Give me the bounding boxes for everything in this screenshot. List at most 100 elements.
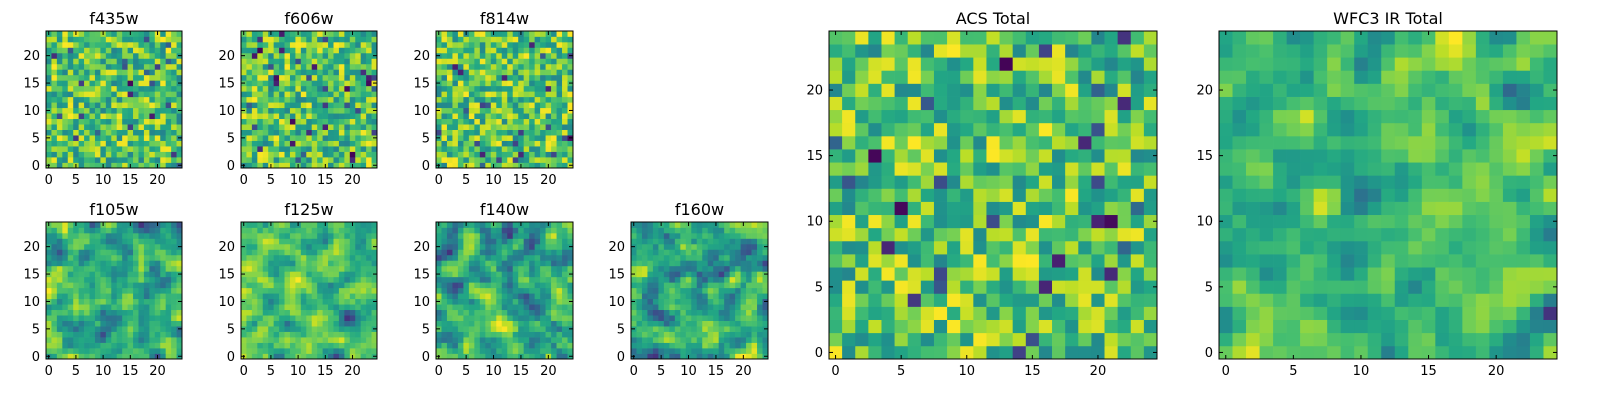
heatmap-cell <box>485 146 491 152</box>
heatmap-cell <box>1039 320 1052 333</box>
heatmap-cell <box>46 141 52 147</box>
heatmap-cell <box>741 260 747 266</box>
heatmap-cell <box>757 288 763 294</box>
heatmap-cell <box>155 108 161 114</box>
heatmap-cell <box>111 354 117 360</box>
heatmap-cell <box>79 255 85 261</box>
heatmap-cell <box>507 304 513 310</box>
heatmap-cell <box>155 227 161 233</box>
heatmap-cell <box>1118 333 1131 346</box>
heatmap-cell <box>350 36 356 42</box>
heatmap-cell <box>257 75 263 81</box>
heatmap-cell <box>669 293 675 299</box>
y-tick-label: 10 <box>218 104 235 119</box>
heatmap-cell <box>68 277 74 283</box>
heatmap-cell <box>507 288 513 294</box>
heatmap-cell <box>491 233 497 239</box>
heatmap-cell <box>257 233 263 239</box>
heatmap-cell <box>138 238 144 244</box>
heatmap-cell <box>350 152 356 158</box>
heatmap-cell <box>752 244 758 250</box>
heatmap-cell <box>361 282 367 288</box>
heatmap-cell <box>680 293 686 299</box>
heatmap-cell <box>507 47 513 53</box>
heatmap-cell <box>57 69 63 75</box>
heatmap-cell <box>557 332 563 338</box>
heatmap-cell <box>535 86 541 92</box>
heatmap-cell <box>295 108 301 114</box>
heatmap-cell <box>252 69 258 75</box>
heatmap-cell <box>361 141 367 147</box>
heatmap-cell <box>160 266 166 272</box>
heatmap-cell <box>546 58 552 64</box>
heatmap-cell <box>144 36 150 42</box>
heatmap-cell <box>675 304 681 310</box>
heatmap-cell <box>562 113 568 119</box>
heatmap-cell <box>100 227 106 233</box>
heatmap-cell <box>51 304 57 310</box>
heatmap-cell <box>463 293 469 299</box>
heatmap-cell <box>436 293 442 299</box>
heatmap-cell <box>290 97 296 103</box>
heatmap-cell <box>122 249 128 255</box>
heatmap-cell <box>79 86 85 92</box>
heatmap-cell <box>149 91 155 97</box>
heatmap-cell <box>1039 202 1052 215</box>
heatmap-cell <box>149 282 155 288</box>
heatmap-cell <box>524 266 530 272</box>
heatmap-cell <box>730 288 736 294</box>
heatmap-cell <box>491 80 497 86</box>
heatmap-cell <box>636 310 642 316</box>
heatmap-cell <box>540 146 546 152</box>
heatmap-cell <box>546 315 552 321</box>
heatmap-cell <box>562 326 568 332</box>
heatmap-cell <box>155 119 161 125</box>
heatmap-cell <box>546 277 552 283</box>
heatmap-cell <box>333 36 339 42</box>
heatmap-cell <box>138 288 144 294</box>
heatmap-cell <box>290 146 296 152</box>
heatmap-cell <box>485 255 491 261</box>
heatmap-cell <box>719 299 725 305</box>
heatmap-cell <box>149 315 155 321</box>
y-tick-label: 15 <box>218 268 235 283</box>
heatmap-cell <box>295 299 301 305</box>
heatmap-cell <box>100 282 106 288</box>
heatmap-cell <box>557 293 563 299</box>
heatmap-cell <box>491 299 497 305</box>
heatmap-cell <box>485 348 491 354</box>
heatmap-cell <box>68 332 74 338</box>
heatmap-cell <box>480 102 486 108</box>
heatmap-cell <box>507 354 513 360</box>
heatmap-cell <box>166 36 172 42</box>
heatmap-cell <box>241 343 247 349</box>
heatmap-cell <box>171 249 177 255</box>
x-tick-label: 5 <box>657 364 665 379</box>
heatmap-cell <box>100 304 106 310</box>
heatmap-cell <box>366 163 372 169</box>
heatmap-cell <box>285 119 291 125</box>
heatmap-cell <box>312 277 318 283</box>
heatmap-cell <box>458 293 464 299</box>
heatmap-cell <box>1091 254 1104 267</box>
heatmap-cell <box>46 282 52 288</box>
heatmap-cell <box>469 157 475 163</box>
heatmap-cell <box>84 163 90 169</box>
heatmap-cell <box>361 64 367 70</box>
heatmap-cell <box>452 64 458 70</box>
heatmap-cell <box>46 47 52 53</box>
heatmap-cell <box>452 266 458 272</box>
heatmap-cell <box>1000 333 1013 346</box>
heatmap-cell <box>323 249 329 255</box>
heatmap-cell <box>496 271 502 277</box>
heatmap-cell <box>51 260 57 266</box>
heatmap-cell <box>735 310 741 316</box>
heatmap-cell <box>95 53 101 59</box>
heatmap-cell <box>524 260 530 266</box>
heatmap-cell <box>166 146 172 152</box>
heatmap-cell <box>1000 320 1013 333</box>
heatmap-cell <box>51 348 57 354</box>
heatmap-cell <box>973 228 986 241</box>
y-tick-label: 0 <box>227 350 235 365</box>
heatmap-cell <box>73 64 79 70</box>
